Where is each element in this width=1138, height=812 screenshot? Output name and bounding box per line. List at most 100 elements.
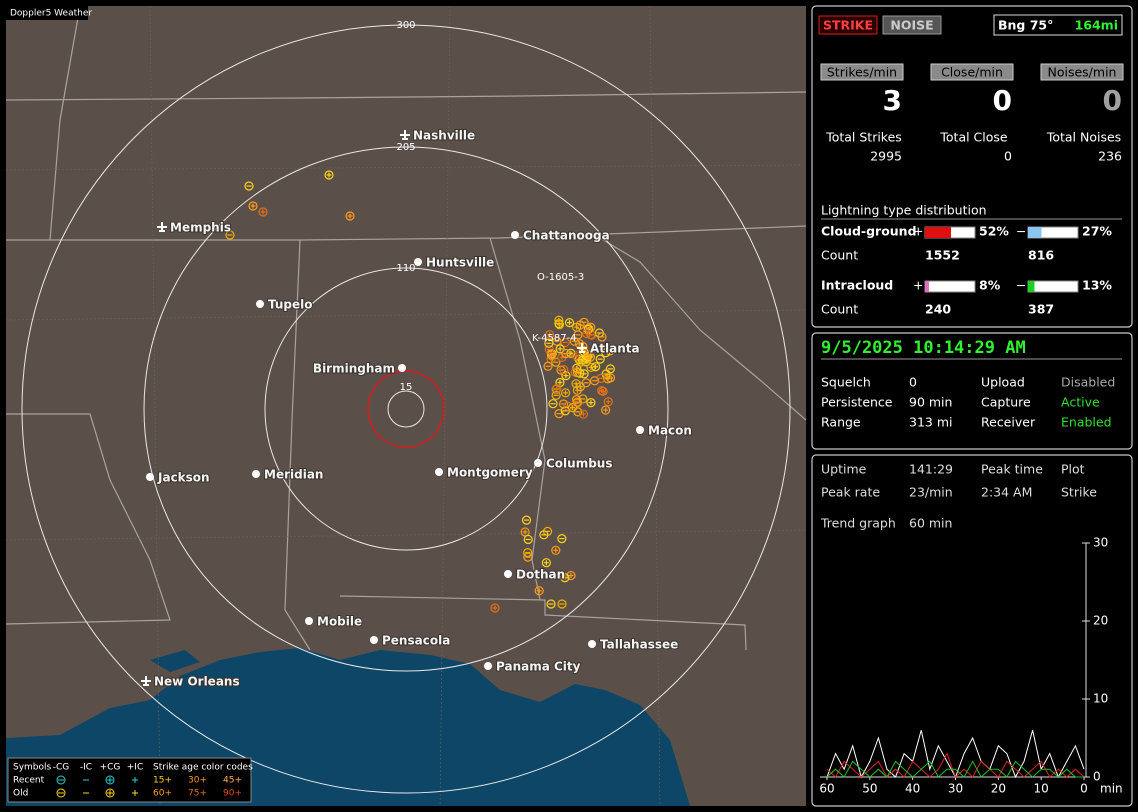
state-border [339,595,747,651]
rate-button[interactable] [820,63,904,81]
count-label: Count [821,302,858,317]
strike-symbol [225,230,235,240]
strike-symbol [582,329,592,339]
strike-symbol [605,373,616,383]
stat-value: Plot [1061,462,1085,477]
panel [811,454,1133,807]
strike-symbol [544,338,554,348]
city-dot [435,468,443,476]
strike-symbol [551,390,561,400]
status-label: Range [821,415,861,430]
legend-column: -CG [53,763,70,773]
airport-icon [577,343,587,353]
strike-symbol [583,351,593,362]
strike-symbol-sign [574,353,580,359]
legend-age: 75+ [188,789,207,799]
legend-symbol-sign [107,790,113,796]
total-value: 2995 [870,149,902,164]
city-dot [305,617,313,625]
strike-symbol [539,530,549,540]
rate-value: 3 [883,84,902,117]
rate-button[interactable] [1040,63,1124,81]
city-label: Dothan [516,568,565,582]
strike-symbol-sign [543,560,549,566]
strike-symbol-sign [557,379,563,385]
strike-symbol [345,211,355,221]
strike-symbol [573,367,583,378]
strike-symbol-sign [586,352,592,358]
stat-label: Peak rate [821,485,880,500]
map-legend: Symbols -CG -IC +CG +IC Strike age color code… [7,757,253,803]
strike-symbol-sign [250,203,256,209]
rate-button[interactable] [930,63,1014,81]
range-ring [264,267,548,551]
legend-symbol-sign [132,777,138,783]
city-label: Jackson [157,471,210,485]
city-label: Nashville [413,129,475,143]
legend-symbol-sign [132,790,138,796]
noise-button[interactable] [882,15,942,35]
city-label: Meridian [264,468,323,482]
strike-symbol [572,397,582,407]
legend-symbol [105,788,115,798]
status-value: Active [1061,395,1100,410]
city-label: Montgomery [447,466,533,480]
airport-icon [400,130,410,140]
strike-symbol [560,337,570,348]
state-border [589,231,806,421]
city-label: Huntsville [426,256,494,270]
stat-value: 23/min [909,485,953,500]
strike-symbol [551,357,561,367]
strike-symbol [603,397,613,407]
state-border [284,239,311,651]
status-value: 313 mi [909,415,952,430]
legend-symbol [105,775,115,785]
strike-symbol [490,603,500,613]
y-tick-label: 30 [1093,536,1108,550]
city-label: Tallahassee [600,638,678,652]
strike-symbol [523,548,533,558]
legend-column: -IC [80,763,92,773]
bearing: Bng 75° [998,18,1053,33]
city-label: Mobile [317,615,362,629]
strike-symbol-sign [566,320,572,326]
strike-symbol [520,527,530,537]
strike-symbol [544,330,555,340]
legend-column: +IC [127,763,143,773]
strike-symbol-sign [563,373,569,379]
strike-symbol [595,354,605,364]
x-tick-label: 50 [862,782,877,796]
legend-age: 15+ [153,776,172,786]
status-value: 0 [909,375,917,390]
legend-age: 45+ [223,776,242,786]
strike-button-label: STRIKE [823,18,873,33]
x-tick-label: 40 [905,782,920,796]
strike-button[interactable] [818,15,878,35]
strike-symbol [590,376,600,386]
strike-symbol [248,201,258,211]
city-label: Macon [648,424,692,438]
y-tick-label: 0 [1093,770,1101,784]
state-border [489,237,546,601]
strike-symbol-sign [605,399,611,405]
strike-symbol-sign [584,331,590,337]
strike-symbol [605,346,615,356]
strike-symbol [558,399,569,409]
legend-age: 60+ [153,789,172,799]
city-dot [146,473,154,481]
distribution-title: Lightning type distribution [821,203,987,218]
strike-symbol [559,364,569,375]
count: 1552 [925,248,960,263]
strike-symbol [567,403,578,413]
legend-box [7,757,252,803]
status-label: Capture [981,395,1031,410]
trend-line [826,752,1085,778]
strike-symbol [591,362,601,372]
noise-button-label: NOISE [890,18,933,33]
strike-symbol [534,586,544,596]
type-name: Intracloud [821,278,893,293]
strike-symbol-sign [578,359,584,365]
bar-track [924,280,976,293]
strike-symbol [324,170,334,180]
city-dot [511,231,519,239]
